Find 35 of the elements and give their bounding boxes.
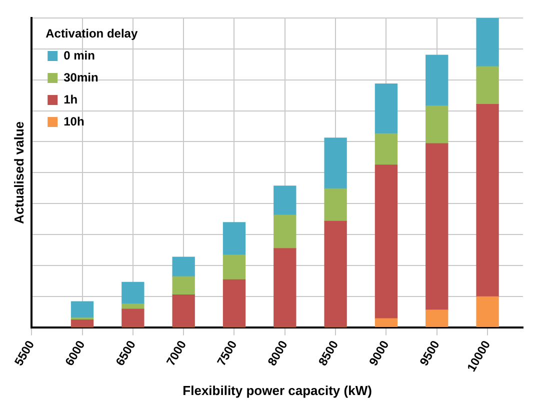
- bar: [374, 84, 398, 134]
- bar: [122, 282, 144, 304]
- bar: [324, 220, 347, 328]
- bar: [222, 222, 246, 256]
- legend-label: 30min: [64, 70, 98, 84]
- legend-label: 1h: [64, 92, 78, 106]
- bar: [274, 214, 296, 249]
- x-axis-title: Flexibility power capacity (kW): [182, 382, 372, 398]
- bar: [70, 320, 94, 328]
- bar: [374, 318, 398, 328]
- bar: [222, 254, 246, 280]
- bar: [374, 164, 398, 319]
- legend-label: 0 min: [64, 48, 95, 62]
- bar: [476, 66, 499, 105]
- bar: [426, 310, 448, 328]
- legend-label: 10h: [64, 114, 84, 128]
- bar: [172, 276, 195, 296]
- bar: [172, 294, 195, 328]
- bar: [476, 104, 499, 298]
- y-axis-title: Actualised value: [11, 121, 26, 224]
- bar: [122, 308, 144, 328]
- bar: [426, 143, 448, 310]
- bar: [324, 188, 347, 222]
- bar: [426, 106, 448, 144]
- legend-title: Activation delay: [46, 26, 138, 40]
- bar: [222, 279, 246, 328]
- bar: [70, 301, 94, 318]
- bar: [172, 256, 195, 277]
- bar: [274, 248, 296, 328]
- bar: [476, 296, 499, 328]
- bar: [374, 133, 398, 166]
- bar: [274, 186, 296, 216]
- bar: [426, 54, 448, 106]
- bar: [476, 18, 499, 67]
- bar: [324, 138, 347, 190]
